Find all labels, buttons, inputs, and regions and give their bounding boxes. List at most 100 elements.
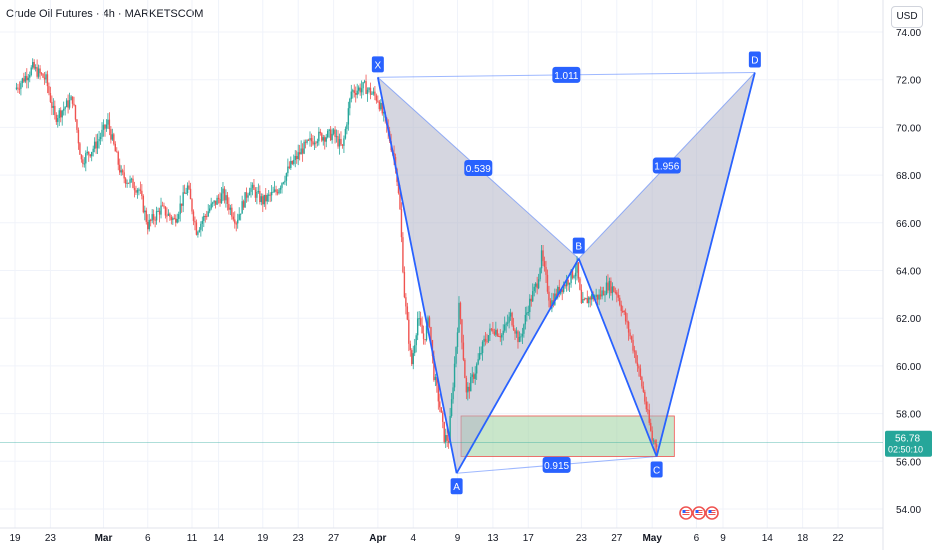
candle-body <box>458 302 460 333</box>
us-flag-icon[interactable] <box>692 506 706 520</box>
candle-body <box>262 196 264 205</box>
candle-body <box>433 356 435 381</box>
candle-body <box>526 312 528 315</box>
candle-body <box>297 152 299 160</box>
candle-body <box>540 250 543 269</box>
candle-body <box>617 294 619 298</box>
pattern-point-badge[interactable] <box>572 237 585 254</box>
candle-body <box>571 270 574 278</box>
ratio-badge[interactable] <box>552 66 581 83</box>
candle-body <box>301 148 304 154</box>
candle-body <box>409 343 411 351</box>
candle-body <box>86 151 88 154</box>
candle-body <box>273 189 276 192</box>
candle-body <box>310 138 313 142</box>
ratio-badge[interactable] <box>464 159 493 176</box>
candle-body <box>17 87 19 89</box>
pattern-leg-cd[interactable] <box>655 72 756 457</box>
y-tick-label: 62.00 <box>896 314 921 325</box>
candle-body <box>96 141 99 149</box>
candle-body <box>331 133 333 141</box>
candle-body <box>480 352 482 354</box>
candle-body <box>248 191 251 196</box>
x-tick-label: 9 <box>720 533 726 544</box>
ratio-label: 0.915 <box>544 461 569 472</box>
candle-body <box>223 188 226 201</box>
candle-body <box>148 219 150 230</box>
pattern-leg-ab[interactable] <box>455 258 580 474</box>
x-tick-label: May <box>642 533 662 544</box>
candle-body <box>564 284 566 287</box>
candle-body <box>620 304 622 311</box>
candle-body <box>152 214 155 220</box>
candle-body <box>269 194 271 196</box>
candle-body <box>341 144 344 146</box>
candle-body <box>434 376 437 381</box>
candle-body <box>68 100 71 108</box>
candle-body <box>501 334 503 338</box>
candle-body <box>459 302 462 320</box>
pattern-point-badge[interactable] <box>748 51 761 68</box>
candle-body <box>334 129 336 137</box>
candle-body <box>51 101 53 108</box>
candle-body <box>77 129 80 144</box>
candle-body <box>350 91 352 99</box>
candle-body <box>278 189 280 194</box>
candle-body <box>427 317 429 326</box>
candle-body <box>604 294 606 296</box>
candle-body <box>596 294 599 300</box>
candle-body <box>182 192 184 206</box>
pattern-point-badge[interactable] <box>450 478 463 495</box>
x-tick-label: 9 <box>455 533 461 544</box>
candle-body <box>76 119 78 130</box>
pattern-point-badge[interactable] <box>650 461 663 478</box>
candle-body <box>20 83 22 89</box>
candle-body <box>101 129 103 137</box>
candle-body <box>327 130 329 138</box>
candle-body <box>475 364 478 374</box>
candle-body <box>307 139 310 141</box>
candle-body <box>419 318 422 325</box>
candle-body <box>484 338 487 342</box>
us-flag-icon[interactable] <box>679 506 693 520</box>
candle-body <box>195 222 198 235</box>
candle-body <box>111 134 114 140</box>
pattern-leg-bc[interactable] <box>577 258 658 457</box>
candle-body <box>502 330 504 335</box>
us-flag-icon[interactable] <box>705 506 719 520</box>
x-tick-label: 23 <box>45 533 57 544</box>
candle-body <box>279 187 282 190</box>
candle-body <box>452 387 454 400</box>
pattern-leg-xa[interactable] <box>376 77 458 474</box>
ratio-badge[interactable] <box>542 456 571 473</box>
candle-body <box>138 189 140 191</box>
candle-body <box>549 300 552 309</box>
candle-body <box>214 200 217 205</box>
candle-body <box>335 136 338 138</box>
candle-body <box>498 335 500 337</box>
pattern-point-badge[interactable] <box>371 56 384 73</box>
candle-body <box>577 262 580 279</box>
candle-body <box>599 294 602 297</box>
candle-body <box>172 218 174 221</box>
candle-body <box>567 279 569 285</box>
candle-body <box>306 139 308 143</box>
candle-body <box>108 119 111 130</box>
candle-body <box>489 328 491 336</box>
candle-body <box>167 213 170 216</box>
candle-body <box>627 321 630 333</box>
candle-body <box>493 331 496 335</box>
candle-body <box>473 374 475 379</box>
candle-body <box>529 298 531 313</box>
currency-button[interactable]: USD <box>891 6 923 28</box>
y-tick-label: 70.00 <box>896 123 921 134</box>
candle-body <box>71 96 74 104</box>
candle-body <box>611 286 614 294</box>
target-zone[interactable] <box>460 415 675 457</box>
candle-body <box>462 342 465 360</box>
ratio-badge[interactable] <box>652 157 681 174</box>
candle-body <box>399 193 401 210</box>
candle-body <box>425 325 428 340</box>
